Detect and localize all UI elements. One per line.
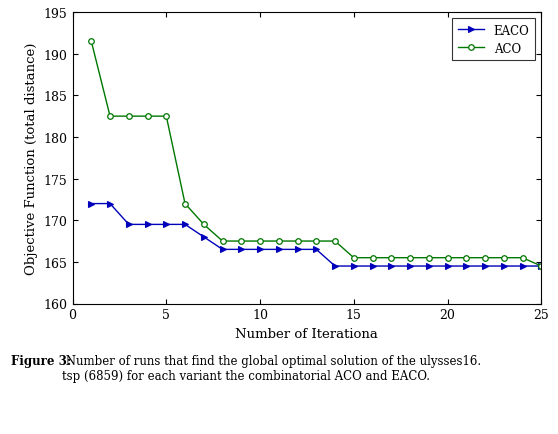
ACO (294, 239, 301, 244)
ACO (219, 239, 226, 244)
EACO (538, 264, 545, 269)
Line: ACO: ACO (89, 39, 544, 269)
EACO (425, 264, 432, 269)
EACO (107, 201, 113, 207)
ACO (501, 256, 507, 261)
ACO (425, 256, 432, 261)
ACO (182, 201, 189, 207)
EACO (238, 247, 244, 253)
ACO (350, 256, 357, 261)
EACO (444, 264, 451, 269)
EACO (388, 264, 395, 269)
ACO (313, 239, 320, 244)
ACO (463, 256, 470, 261)
ACO (163, 114, 170, 119)
EACO (200, 235, 207, 240)
EACO (501, 264, 507, 269)
EACO (144, 222, 151, 227)
ACO (257, 239, 263, 244)
X-axis label: Number of Iterationa: Number of Iterationa (235, 327, 378, 340)
EACO (126, 222, 132, 227)
ACO (388, 256, 395, 261)
EACO (182, 222, 189, 227)
EACO (313, 247, 320, 253)
ACO (444, 256, 451, 261)
Y-axis label: Objective Function (total distance): Objective Function (total distance) (25, 43, 38, 274)
Text: Figure 3:: Figure 3: (11, 354, 71, 367)
EACO (294, 247, 301, 253)
EACO (407, 264, 413, 269)
ACO (238, 239, 244, 244)
EACO (519, 264, 526, 269)
ACO (331, 239, 338, 244)
EACO (88, 201, 95, 207)
ACO (144, 114, 151, 119)
EACO (276, 247, 282, 253)
EACO (463, 264, 470, 269)
EACO (350, 264, 357, 269)
ACO (369, 256, 376, 261)
ACO (519, 256, 526, 261)
EACO (482, 264, 488, 269)
Text: Number of runs that find the global optimal solution of the ulysses16.
tsp (6859: Number of runs that find the global opti… (62, 354, 482, 381)
ACO (200, 222, 207, 227)
EACO (369, 264, 376, 269)
EACO (219, 247, 226, 253)
EACO (331, 264, 338, 269)
ACO (407, 256, 413, 261)
EACO (257, 247, 263, 253)
ACO (538, 264, 545, 269)
ACO (126, 114, 132, 119)
EACO (163, 222, 170, 227)
Legend: EACO, ACO: EACO, ACO (453, 19, 535, 61)
ACO (107, 114, 113, 119)
ACO (88, 39, 95, 45)
ACO (276, 239, 282, 244)
Line: EACO: EACO (89, 201, 544, 269)
ACO (482, 256, 488, 261)
